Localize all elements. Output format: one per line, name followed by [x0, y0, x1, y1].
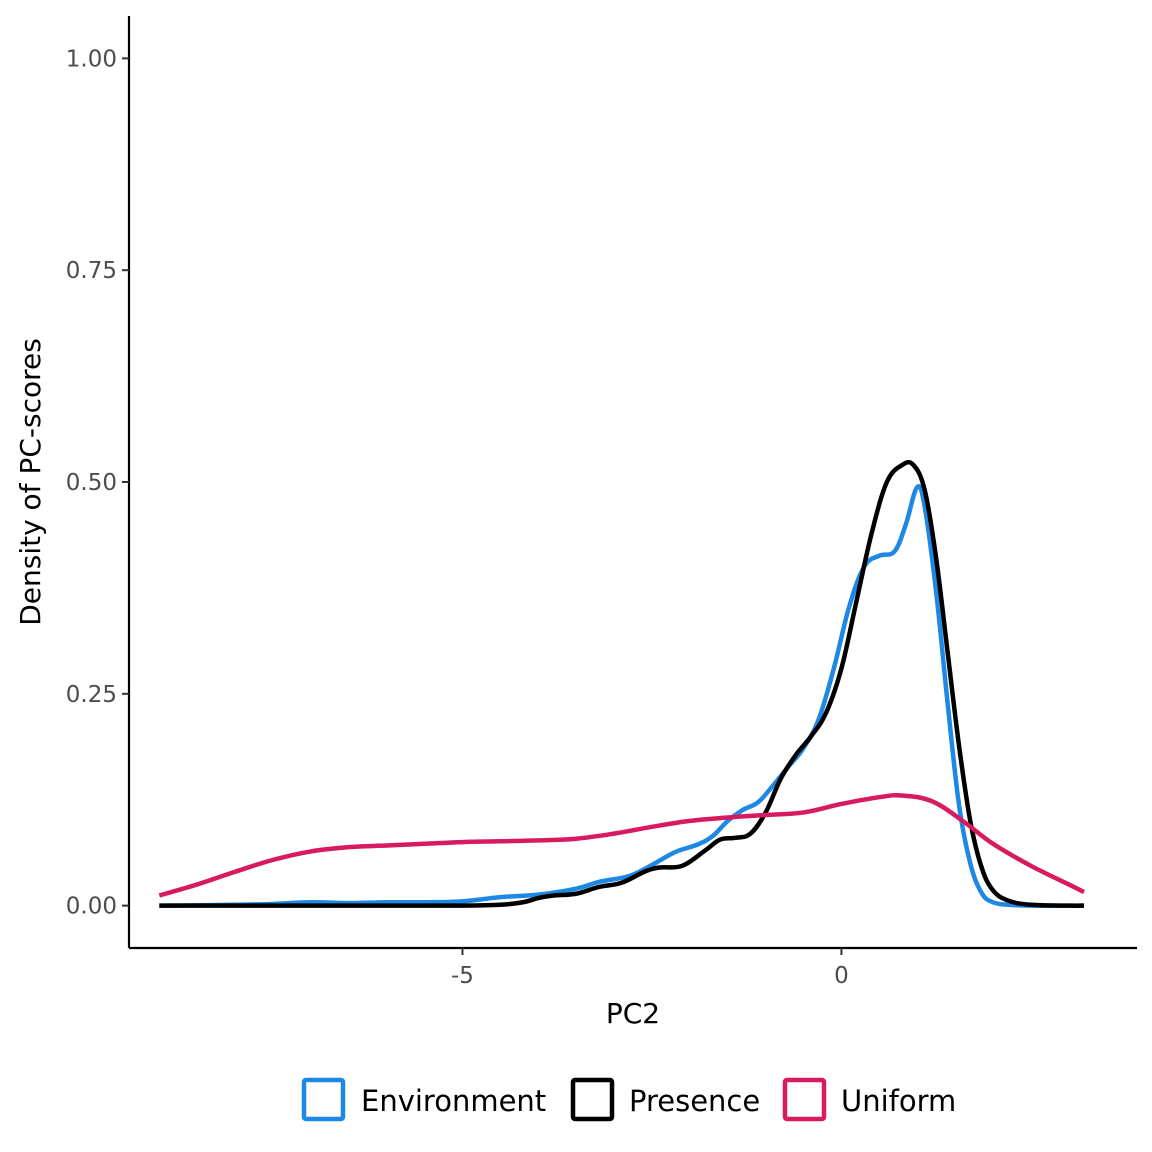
- legend-item-presence: Presence: [570, 1077, 760, 1122]
- legend-item-uniform: Uniform: [782, 1077, 956, 1122]
- x-tick-label: 0: [834, 963, 849, 989]
- series-layer: [158, 459, 1085, 908]
- legend-key: [570, 1077, 615, 1122]
- legend: Environment Presence Uniform: [301, 1077, 956, 1122]
- legend-item-environment: Environment: [301, 1077, 546, 1122]
- legend-key: [301, 1077, 346, 1122]
- legend-key: [782, 1077, 827, 1122]
- legend-label: Uniform: [841, 1084, 956, 1118]
- series-line-environment: [159, 484, 1084, 908]
- y-tick-label: 0.00: [66, 894, 117, 920]
- y-tick-label: 0.25: [66, 682, 117, 708]
- axes-layer: [127, 16, 1137, 950]
- y-tick-label: 0.50: [66, 470, 117, 496]
- series-line-presence: [159, 459, 1084, 908]
- x-axis-title: PC2: [606, 997, 660, 1030]
- x-tick-label: -5: [451, 963, 474, 989]
- legend-label: Environment: [361, 1084, 546, 1118]
- series-line-uniform: [158, 792, 1085, 898]
- legend-label: Presence: [629, 1084, 760, 1118]
- ticks-layer: 0.00 0.25 0.50 0.75 1.00 -5 0: [66, 46, 849, 989]
- y-tick-label: 0.75: [66, 258, 117, 284]
- y-axis-title: Density of PC-scores: [14, 338, 47, 626]
- y-tick-label: 1.00: [66, 46, 117, 72]
